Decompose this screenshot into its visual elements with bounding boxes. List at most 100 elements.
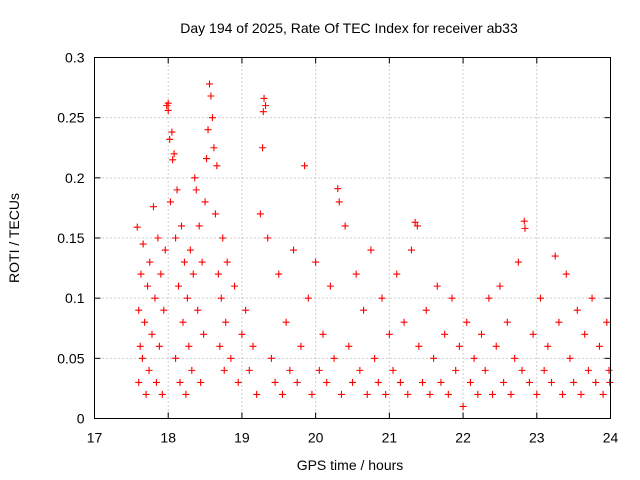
data-point	[452, 366, 460, 374]
data-point	[211, 210, 219, 218]
data-point	[142, 390, 150, 398]
data-point	[278, 390, 286, 398]
plot-frame	[94, 57, 611, 419]
data-point	[422, 306, 430, 314]
data-point	[371, 354, 379, 362]
data-point	[195, 222, 203, 230]
data-point	[133, 223, 141, 231]
data-point	[466, 378, 474, 386]
data-point	[315, 366, 323, 374]
data-point	[297, 342, 305, 350]
data-point	[485, 294, 493, 302]
data-point	[207, 92, 215, 100]
data-point	[400, 318, 408, 326]
data-point	[135, 378, 143, 386]
data-point	[175, 282, 183, 290]
data-point	[463, 318, 471, 326]
data-point	[214, 270, 222, 278]
data-point	[173, 186, 181, 194]
data-point	[581, 330, 589, 338]
data-point	[204, 126, 212, 134]
data-point	[223, 258, 231, 266]
data-point	[335, 198, 343, 206]
data-point	[245, 366, 253, 374]
data-points	[133, 80, 614, 410]
data-point	[555, 318, 563, 326]
data-point	[164, 99, 172, 107]
data-point	[155, 342, 163, 350]
data-point	[138, 354, 146, 362]
data-point	[500, 378, 508, 386]
data-point	[201, 198, 209, 206]
data-point	[385, 330, 393, 338]
data-point	[264, 234, 272, 242]
x-tick-label: 20	[308, 430, 324, 446]
data-point	[374, 378, 382, 386]
data-point	[213, 162, 221, 170]
data-point	[345, 342, 353, 350]
data-point	[149, 203, 157, 211]
data-point	[389, 366, 397, 374]
data-point	[514, 258, 522, 266]
data-point	[177, 222, 185, 230]
data-point	[157, 270, 165, 278]
x-tick-label: 19	[234, 430, 250, 446]
data-point	[518, 366, 526, 374]
data-point	[525, 378, 533, 386]
data-point	[426, 390, 434, 398]
y-tick-label: 0.05	[57, 350, 84, 366]
y-tick-label: 0.25	[57, 110, 84, 126]
data-point	[189, 270, 197, 278]
data-point	[404, 390, 412, 398]
x-tick-label: 24	[603, 430, 619, 446]
data-point	[183, 294, 191, 302]
data-point	[208, 114, 216, 122]
data-point	[503, 318, 511, 326]
data-point	[164, 106, 172, 114]
data-point	[474, 390, 482, 398]
data-point	[570, 378, 578, 386]
data-point	[584, 366, 592, 374]
y-tick-label: 0.2	[65, 170, 85, 186]
data-point	[551, 252, 559, 260]
data-point	[606, 378, 614, 386]
data-point	[326, 282, 334, 290]
data-point	[536, 294, 544, 302]
data-point	[249, 342, 257, 350]
data-point	[415, 342, 423, 350]
data-point	[349, 378, 356, 386]
data-point	[407, 246, 415, 254]
x-tick-label: 21	[382, 430, 398, 446]
data-point	[222, 318, 230, 326]
data-point	[520, 217, 528, 225]
data-point	[308, 390, 316, 398]
data-point	[146, 258, 154, 266]
data-point	[148, 330, 156, 338]
data-point	[566, 354, 574, 362]
data-point	[135, 306, 143, 314]
data-point	[172, 354, 180, 362]
data-point	[592, 378, 600, 386]
data-point	[139, 240, 147, 248]
data-point	[194, 306, 202, 314]
data-point	[275, 270, 283, 278]
grid-lines	[94, 57, 611, 419]
data-point	[492, 342, 500, 350]
data-point	[382, 390, 390, 398]
data-point	[176, 378, 184, 386]
data-point	[459, 402, 467, 410]
data-point	[260, 94, 268, 102]
chart-title: Day 194 of 2025, Rate Of TEC Index for r…	[180, 20, 518, 36]
data-point	[577, 390, 585, 398]
data-point	[216, 342, 224, 350]
tick-labels: 17 18 19 20 21 22 23 24 0 0.05 0.1 0.15 0.2 0.25 0.3	[57, 50, 618, 446]
data-point	[411, 218, 419, 226]
data-point	[540, 366, 548, 374]
data-point	[259, 144, 267, 152]
data-point	[367, 246, 375, 254]
data-point	[158, 390, 166, 398]
data-point	[180, 258, 188, 266]
data-point	[238, 330, 246, 338]
data-point	[360, 306, 368, 314]
data-point	[444, 390, 452, 398]
